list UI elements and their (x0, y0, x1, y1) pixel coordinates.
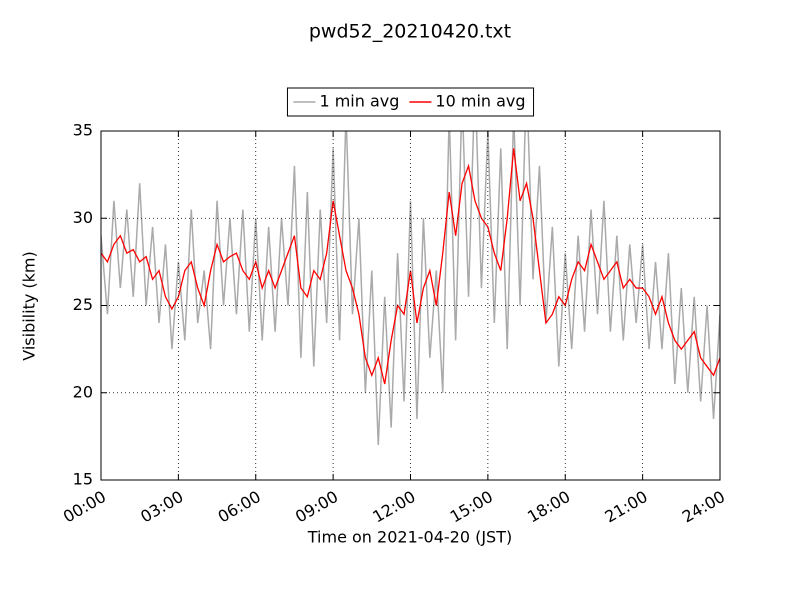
x-tick-label: 00:00 (60, 487, 109, 527)
legend-label: 10 min avg (435, 92, 525, 111)
series-line (101, 131, 720, 446)
x-tick-label: 12:00 (369, 487, 418, 527)
legend: 1 min avg 10 min avg (286, 87, 535, 117)
y-tick-label: 20 (73, 382, 93, 401)
plot-lines (101, 131, 720, 446)
y-tick-label: 35 (73, 121, 93, 140)
y-tick-label: 15 (73, 470, 93, 489)
y-tick-label: 25 (73, 295, 93, 314)
x-tick-label: 03:00 (137, 487, 186, 527)
x-tick-label: 18:00 (524, 487, 573, 527)
legend-label: 1 min avg (319, 92, 399, 111)
x-tick-label: 09:00 (292, 487, 341, 527)
x-tick-label: 21:00 (601, 487, 650, 527)
x-tick-label: 24:00 (679, 487, 728, 527)
x-tick-label: 06:00 (215, 487, 264, 527)
y-tick-label: 30 (73, 208, 93, 227)
chart-title: pwd52_20210420.txt (309, 21, 511, 43)
x-tick-label: 15:00 (447, 487, 496, 527)
y-axis-label: Visibility (km) (20, 251, 39, 360)
series-line (101, 148, 720, 385)
x-axis-label: Time on 2021-04-20 (JST) (307, 528, 512, 547)
